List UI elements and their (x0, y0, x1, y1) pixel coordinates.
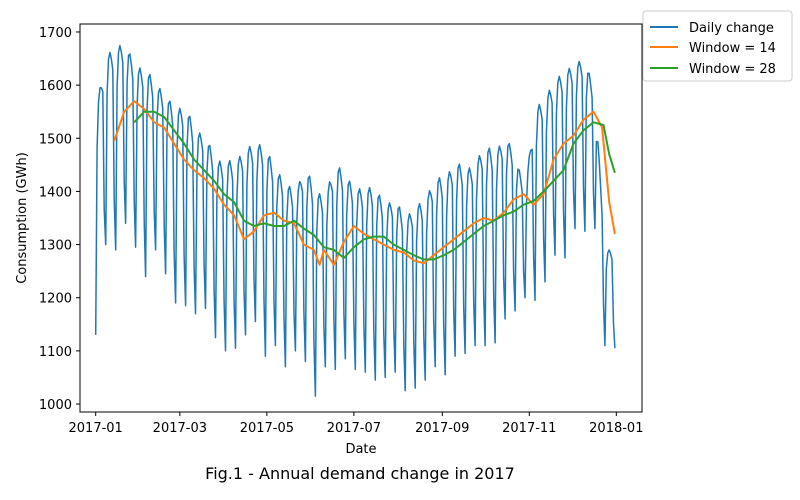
y-tick-label: 1100 (39, 345, 72, 360)
series-layer (94, 44, 616, 397)
legend-label-window14: Window = 14 (689, 41, 776, 56)
y-tick-label: 1200 (39, 292, 72, 307)
y-tick-label: 1400 (39, 185, 72, 200)
x-tick-label: 2017-05 (240, 421, 294, 436)
series-line-window-14 (113, 100, 616, 266)
y-tick-label: 1000 (39, 398, 72, 413)
y-axis-label: Consumption (GWh) (15, 152, 30, 284)
x-axis-label: Date (345, 442, 376, 457)
legend-label-window28: Window = 28 (689, 62, 776, 77)
x-axis: 2017-01 2017-03 2017-05 2017-07 2017-09 2017-… (69, 412, 643, 436)
y-tick-label: 1500 (39, 132, 72, 147)
series-line-daily-change (94, 44, 616, 397)
legend-frame (642, 10, 793, 82)
series-line-window-28 (133, 110, 616, 261)
legend-label-daily: Daily change (689, 21, 774, 36)
legend: Daily change Window = 14 Window = 28 (642, 10, 793, 82)
x-tick-label: 2017-09 (415, 421, 469, 436)
x-tick-label: 2017-07 (327, 421, 381, 436)
y-tick-label: 1700 (39, 26, 72, 41)
y-axis: 1000 1100 1200 1300 1400 1500 1600 1700 (39, 26, 80, 413)
y-tick-label: 1300 (39, 239, 72, 254)
line-chart: 2017-01 2017-03 2017-05 2017-07 2017-09 2017-… (15, 10, 793, 457)
x-tick-label: 2018-01 (589, 421, 643, 436)
x-tick-label: 2017-01 (69, 421, 123, 436)
y-tick-label: 1600 (39, 79, 72, 94)
x-tick-label: 2017-03 (153, 421, 207, 436)
plot-frame (79, 23, 643, 413)
x-tick-label: 2017-11 (502, 421, 556, 436)
figure-caption: Fig.1 - Annual demand change in 2017 (205, 464, 515, 483)
